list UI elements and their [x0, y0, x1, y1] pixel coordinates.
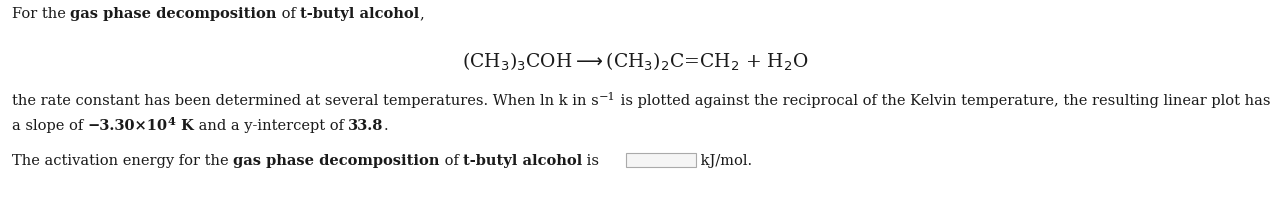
Text: and a y-intercept of: and a y-intercept of: [193, 119, 348, 133]
Text: 4: 4: [168, 116, 175, 127]
Text: the rate constant has been determined at several temperatures. When ln k in s: the rate constant has been determined at…: [11, 94, 599, 108]
Text: −3.30×10: −3.30×10: [88, 119, 168, 133]
Text: t-butyl alcohol: t-butyl alcohol: [300, 7, 419, 21]
Text: of: of: [440, 154, 463, 168]
Text: is plotted against the reciprocal of the Kelvin temperature, the resulting linea: is plotted against the reciprocal of the…: [615, 94, 1270, 108]
Text: The activation energy for the: The activation energy for the: [11, 154, 234, 168]
Text: kJ/mol.: kJ/mol.: [697, 154, 752, 168]
Text: a slope of: a slope of: [11, 119, 88, 133]
Text: gas phase decomposition: gas phase decomposition: [70, 7, 277, 21]
Text: gas phase decomposition: gas phase decomposition: [234, 154, 440, 168]
Bar: [627, 154, 697, 167]
Text: −1: −1: [599, 92, 615, 102]
Text: is: is: [582, 154, 600, 168]
Text: 33.8: 33.8: [348, 119, 384, 133]
Text: .: .: [384, 119, 388, 133]
Text: of: of: [277, 7, 300, 21]
Text: K: K: [175, 119, 193, 133]
Text: For the: For the: [11, 7, 70, 21]
Text: t-butyl alcohol: t-butyl alcohol: [463, 154, 582, 168]
Text: ,: ,: [419, 7, 425, 21]
Text: $\mathbf{}$(CH$_3$)$_3$COH$\longrightarrow$(CH$_3$)$_2$C=CH$_2$ + H$_2$O: $\mathbf{}$(CH$_3$)$_3$COH$\longrightarr…: [463, 51, 808, 73]
